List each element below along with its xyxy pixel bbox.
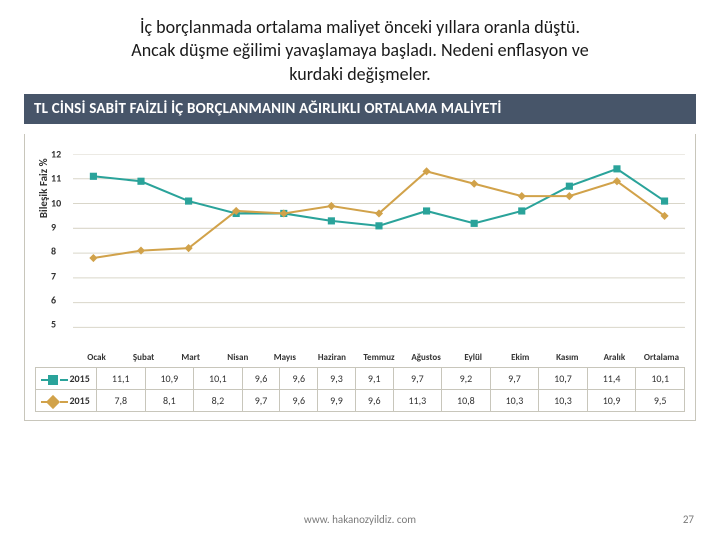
data-table: 201511,110,910,19,69,69,39,19,79,29,710,… [35,367,685,412]
footer-url: www. hakanozyildiz. com [0,513,720,526]
chart-banner: TL CİNSİ SABİT FAİZLİ İÇ BORÇLANMANIN AĞ… [24,94,696,124]
x-axis-labels: OcakŞubatMartNisanMayısHaziranTemmuzAğus… [35,352,685,363]
page-number: 27 [683,513,694,526]
chart-container: Bileşik Faiz % 56789101112 OcakŞubatMart… [24,134,696,421]
slide-title: İç borçlanmada ortalama maliyet önceki y… [22,16,698,86]
line-chart [73,154,685,327]
y-axis-label: Bileşik Faiz % [37,159,50,219]
footer: www. hakanozyildiz. com 27 [0,513,720,526]
